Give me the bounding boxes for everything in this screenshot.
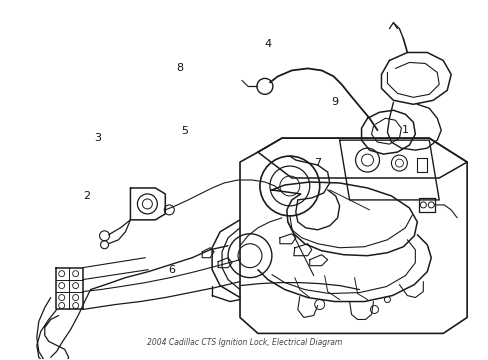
- Text: 5: 5: [181, 126, 188, 135]
- Text: 9: 9: [330, 97, 338, 107]
- Text: 7: 7: [313, 158, 321, 168]
- Text: 8: 8: [176, 63, 183, 73]
- Text: 1: 1: [401, 125, 408, 135]
- Text: 6: 6: [167, 265, 175, 275]
- Text: 4: 4: [264, 40, 271, 49]
- Text: 3: 3: [94, 133, 101, 143]
- Text: 2004 Cadillac CTS Ignition Lock, Electrical Diagram: 2004 Cadillac CTS Ignition Lock, Electri…: [146, 338, 342, 347]
- Text: 2: 2: [82, 191, 90, 201]
